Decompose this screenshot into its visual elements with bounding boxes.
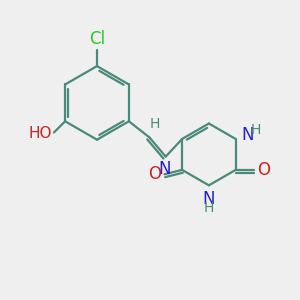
Text: O: O bbox=[257, 161, 271, 179]
Text: O: O bbox=[148, 165, 161, 183]
Text: N: N bbox=[202, 190, 215, 208]
Text: H: H bbox=[251, 123, 261, 137]
Text: H: H bbox=[204, 201, 214, 214]
Text: H: H bbox=[150, 117, 160, 131]
Text: N: N bbox=[158, 160, 170, 178]
Text: HO: HO bbox=[28, 127, 52, 142]
Text: Cl: Cl bbox=[89, 30, 105, 48]
Text: N: N bbox=[241, 126, 253, 144]
